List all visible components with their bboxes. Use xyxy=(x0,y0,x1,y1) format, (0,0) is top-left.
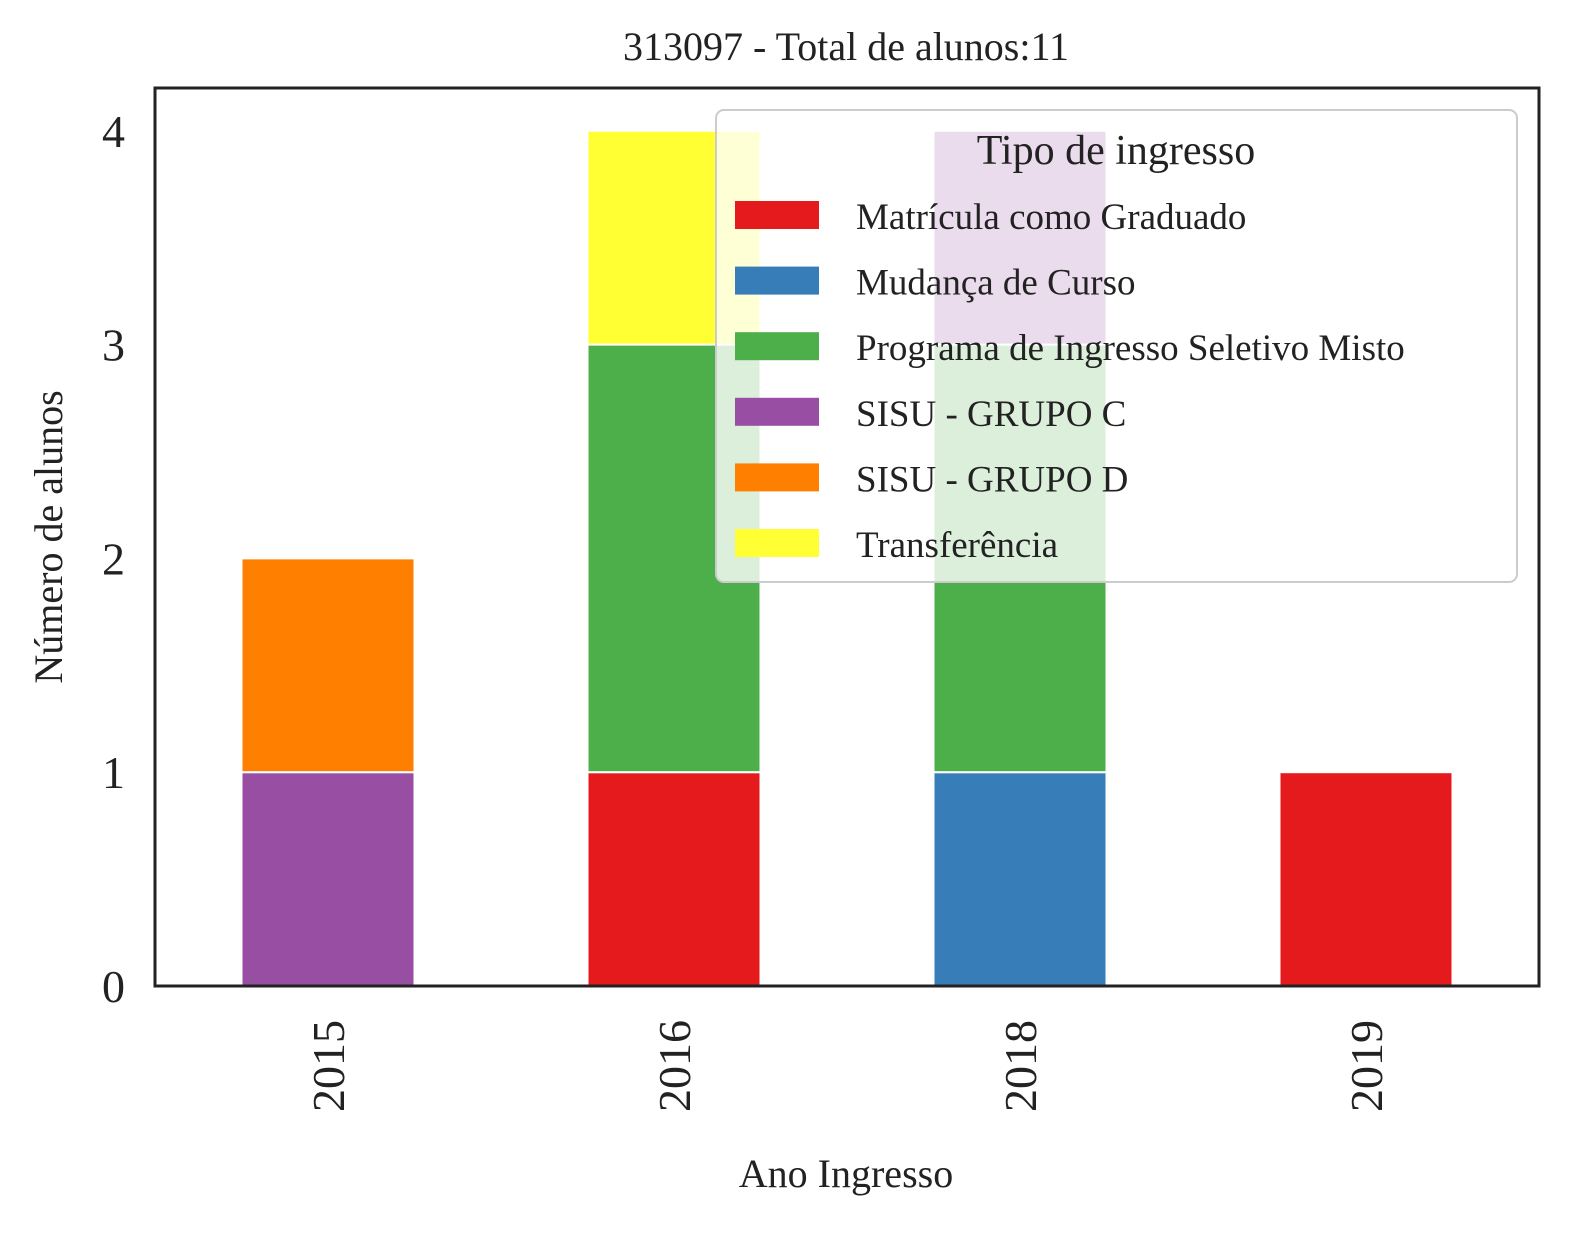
legend-swatch-programa-de-ingresso-seletivo-misto xyxy=(735,332,819,361)
legend-swatch-sisu-grupo-d xyxy=(735,463,819,492)
bar-2015-sisu-grupo-c xyxy=(240,771,416,988)
y-tick-label: 2 xyxy=(102,533,125,584)
bar-2018-mudanca-de-curso xyxy=(932,771,1108,988)
chart-title: 313097 - Total de alunos:11 xyxy=(623,24,1069,69)
legend-label-matricula-como-graduado: Matrícula como Graduado xyxy=(856,197,1246,238)
x-tick-label: 2016 xyxy=(649,1020,700,1112)
legend-swatch-transferencia xyxy=(735,529,819,557)
x-axis-ticks: 2015 2016 2018 2019 xyxy=(303,1020,1392,1112)
legend-label-mudanca-de-curso: Mudança de Curso xyxy=(856,263,1136,304)
y-tick-label: 1 xyxy=(102,747,125,798)
y-tick-label: 0 xyxy=(102,961,125,1012)
legend-label-sisu-grupo-d: SISU - GRUPO D xyxy=(856,459,1128,500)
x-axis-label: Ano Ingresso xyxy=(739,1151,953,1196)
legend-box xyxy=(715,109,1518,583)
bar-2019-matricula-como-graduado xyxy=(1278,771,1454,988)
x-tick-label: 2019 xyxy=(1341,1020,1392,1112)
bar-2015-sisu-grupo-d xyxy=(240,557,416,774)
bar-2016-matricula-como-graduado xyxy=(586,771,762,988)
legend-title: Tipo de ingresso xyxy=(977,128,1255,174)
legend: Tipo de ingresso Matrícula como Graduado M… xyxy=(715,109,1518,583)
y-tick-label: 3 xyxy=(102,320,125,371)
y-axis-label: Número de alunos xyxy=(26,390,71,683)
legend-label-programa-de-ingresso-seletivo-misto: Programa de Ingresso Seletivo Misto xyxy=(856,328,1405,369)
legend-swatch-matricula-como-graduado xyxy=(735,201,819,229)
x-tick-label: 2015 xyxy=(303,1020,354,1112)
legend-swatch-mudanca-de-curso xyxy=(735,266,819,295)
x-tick-label: 2018 xyxy=(995,1020,1046,1112)
legend-label-transferencia: Transferência xyxy=(856,525,1058,566)
plot-frame xyxy=(153,86,1541,988)
legend-label-sisu-grupo-c: SISU - GRUPO C xyxy=(856,394,1126,435)
y-axis-ticks: 0 1 2 3 4 xyxy=(102,106,125,1012)
legend-swatch-sisu-grupo-c xyxy=(735,397,819,426)
y-tick-label: 4 xyxy=(102,106,125,157)
